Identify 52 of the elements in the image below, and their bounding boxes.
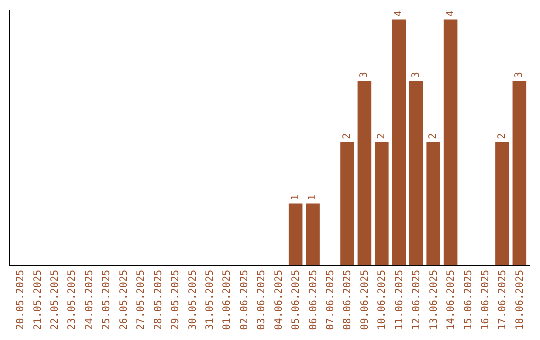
- x-tick-label: 14.06.2025: [446, 270, 458, 330]
- x-tick-label: 06.06.2025: [308, 270, 320, 330]
- x-tick-label: 08.06.2025: [342, 270, 354, 330]
- x-tick-label: 30.05.2025: [188, 270, 199, 330]
- bar: [392, 20, 406, 265]
- x-tick-label: 27.05.2025: [136, 270, 148, 330]
- data-label: 2: [342, 133, 353, 140]
- bar: [375, 142, 389, 265]
- x-tick-label: 17.06.2025: [498, 270, 509, 330]
- bar: [512, 81, 527, 265]
- data-label: 2: [428, 133, 440, 140]
- bar: [444, 20, 458, 265]
- x-tick-label: 11.06.2025: [394, 270, 406, 330]
- x-tick-label: 01.06.2025: [222, 270, 234, 330]
- x-tick-label: 07.06.2025: [326, 270, 337, 330]
- x-tick-label: 13.06.2025: [428, 270, 440, 330]
- x-tick-label: 18.06.2025: [514, 270, 526, 330]
- x-tick-label: 09.06.2025: [360, 270, 371, 330]
- x-tick-label: 23.05.2025: [67, 270, 78, 330]
- x-tick-label: 24.05.2025: [84, 270, 96, 330]
- data-label: 3: [514, 72, 526, 78]
- x-tick-label: 21.05.2025: [32, 270, 44, 330]
- x-tick-label: 26.05.2025: [118, 270, 130, 330]
- x-tick-label: 22.05.2025: [50, 270, 62, 330]
- bar: [409, 81, 424, 265]
- x-tick-label: 12.06.2025: [412, 270, 423, 330]
- bar: [288, 204, 303, 265]
- x-tick-label: 28.05.2025: [153, 270, 164, 330]
- x-tick-label: 20.05.2025: [16, 270, 27, 330]
- x-tick-label: 31.05.2025: [204, 270, 216, 330]
- bar: [340, 142, 354, 265]
- x-tick-label: 25.05.2025: [102, 270, 113, 330]
- x-tick-label: 03.06.2025: [256, 270, 268, 330]
- x-tick-label: 02.06.2025: [239, 270, 250, 330]
- data-label: 4: [394, 10, 405, 17]
- x-tick-label: 10.06.2025: [377, 270, 388, 330]
- bar: [358, 81, 372, 265]
- x-tick-label: 29.05.2025: [170, 270, 182, 330]
- data-label: 2: [496, 133, 508, 140]
- x-tick-label: 04.06.2025: [274, 270, 285, 330]
- data-label: 4: [445, 10, 456, 17]
- data-label: 2: [376, 133, 388, 140]
- data-label: 3: [410, 72, 422, 78]
- data-label: 1: [290, 194, 302, 201]
- x-tick-label: 15.06.2025: [463, 270, 474, 330]
- bar: [496, 142, 510, 265]
- x-tick-label: 05.06.2025: [291, 270, 302, 330]
- data-label: 1: [308, 194, 319, 201]
- data-label: 3: [359, 72, 370, 78]
- x-tick-label: 16.06.2025: [480, 270, 492, 330]
- bar: [306, 204, 320, 265]
- bar: [426, 142, 440, 265]
